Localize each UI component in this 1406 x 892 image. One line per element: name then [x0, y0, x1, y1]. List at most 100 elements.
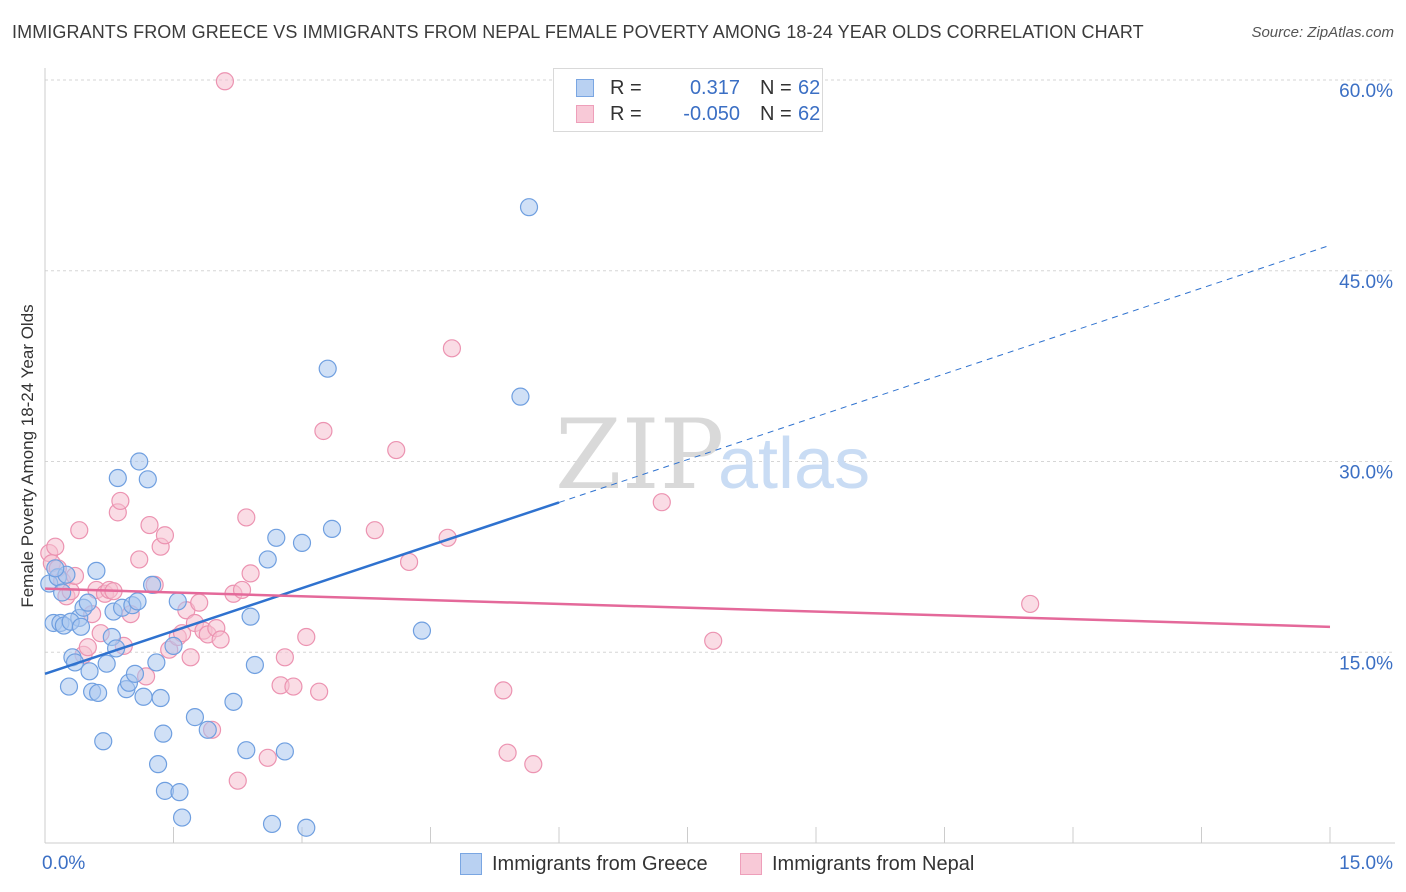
nepal-point: [228, 771, 247, 790]
greece-point: [262, 814, 282, 834]
y-axis-label: Female Poverty Among 18-24 Year Olds: [18, 304, 37, 608]
greece-point: [142, 575, 162, 594]
greece-point: [154, 724, 173, 743]
greece-point: [128, 592, 147, 611]
greece-point: [89, 683, 108, 703]
greece-point: [125, 664, 145, 683]
nepal-n-label: N =: [760, 103, 792, 125]
greece-r-label: R =: [610, 77, 642, 99]
greece-point: [258, 550, 277, 569]
greece-point: [46, 559, 65, 578]
nepal-legend-label: Immigrants from Nepal: [772, 853, 975, 875]
nepal-point: [494, 681, 513, 700]
greece-point: [267, 528, 286, 547]
chart-title: IMMIGRANTS FROM GREECE VS IMMIGRANTS FRO…: [12, 22, 1144, 42]
greece-point: [138, 470, 157, 489]
greece-point: [185, 708, 205, 727]
nepal-r-label: R =: [610, 103, 642, 125]
correlation-legend: R = 0.317 N = 62 R = -0.050 N = 62: [553, 68, 823, 132]
nepal-point: [652, 493, 671, 512]
nepal-point: [387, 440, 406, 460]
greece-point: [59, 677, 79, 696]
greece-legend-swatch: [460, 853, 482, 875]
nepal-point: [46, 537, 65, 556]
greece-trend-extension: [558, 244, 1331, 503]
nepal-point: [155, 526, 175, 545]
y-tick-label: 30.0%: [1339, 463, 1393, 484]
greece-point: [87, 561, 106, 580]
nepal-point: [314, 421, 333, 441]
grid-lines: [45, 79, 1395, 653]
nepal-legend-swatch: [740, 853, 762, 875]
nepal-point: [241, 564, 260, 583]
nepal-point: [181, 648, 200, 667]
nepal-points: [40, 72, 1040, 790]
greece-point: [172, 808, 192, 827]
nepal-point: [78, 638, 97, 657]
greece-r-value: 0.317: [689, 77, 740, 99]
greece-point: [170, 783, 189, 802]
x-tick-label-min: 0.0%: [42, 853, 85, 874]
greece-point: [412, 621, 432, 640]
greece-n-label: N =: [760, 77, 792, 99]
greece-point: [168, 592, 187, 611]
greece-legend-label: Immigrants from Greece: [492, 853, 708, 875]
nepal-point: [140, 515, 159, 535]
greece-point: [97, 654, 116, 673]
greece-point: [198, 720, 217, 739]
greece-point: [322, 519, 342, 538]
greece-point: [147, 653, 166, 672]
greece-point: [130, 452, 149, 471]
greece-point: [245, 655, 264, 675]
greece-point: [511, 387, 530, 406]
greece-point: [94, 732, 113, 751]
nepal-point: [399, 552, 419, 572]
greece-point: [237, 741, 256, 760]
nepal-point: [284, 677, 303, 696]
greece-point: [71, 617, 91, 636]
nepal-point: [258, 748, 277, 767]
greece-points: [40, 198, 539, 837]
y-tick-label: 60.0%: [1339, 81, 1393, 102]
axes: [44, 68, 1395, 844]
nepal-swatch: [576, 105, 594, 123]
greece-swatch: [576, 79, 594, 97]
greece-point: [151, 688, 170, 708]
nepal-point: [297, 627, 316, 647]
greece-point: [275, 742, 294, 761]
nepal-point: [310, 682, 329, 701]
watermark-atlas: atlas: [718, 424, 870, 504]
nepal-point: [1021, 594, 1040, 614]
greece-point: [148, 755, 168, 774]
greece-point: [519, 198, 539, 217]
watermark-zip: ZIP: [555, 399, 724, 511]
nepal-point: [275, 648, 294, 667]
y-tick-label: 15.0%: [1339, 653, 1393, 674]
greece-point: [224, 692, 243, 711]
nepal-point: [524, 755, 543, 774]
nepal-point: [215, 72, 234, 91]
greece-point: [53, 583, 72, 602]
nepal-n-value: 62: [798, 103, 821, 125]
nepal-point: [130, 550, 149, 569]
greece-point: [164, 636, 183, 655]
greece-point: [80, 662, 99, 681]
greece-point: [297, 818, 316, 837]
greece-point: [65, 653, 85, 672]
nepal-point: [442, 339, 462, 358]
greece-point: [78, 593, 97, 612]
nepal-point: [111, 491, 130, 511]
y-tick-label: 45.0%: [1339, 272, 1393, 293]
nepal-point: [704, 631, 723, 650]
greece-point: [241, 607, 260, 626]
nepal-point: [237, 508, 256, 527]
nepal-point: [498, 743, 517, 762]
greece-n-value: 62: [798, 77, 821, 99]
nepal-point: [211, 630, 230, 649]
source-label: Source: ZipAtlas.com: [1251, 24, 1394, 41]
watermark: ZIP atlas: [555, 399, 870, 511]
nepal-trend-line: [44, 587, 1331, 629]
trend-lines: [44, 244, 1331, 676]
nepal-point: [70, 521, 89, 540]
